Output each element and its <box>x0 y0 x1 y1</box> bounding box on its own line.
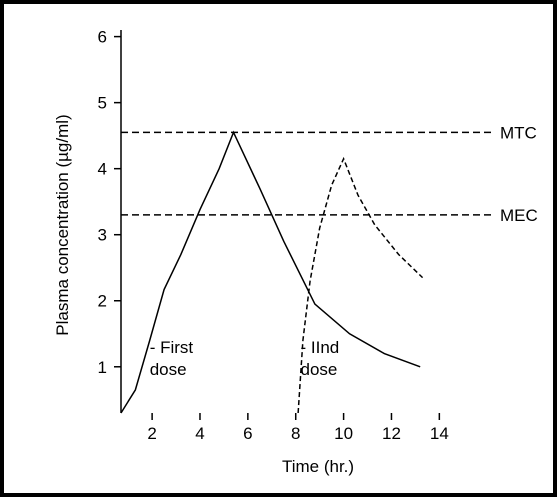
y-tick-label: 3 <box>98 226 107 245</box>
annotation: dose <box>150 360 187 379</box>
y-axis-label: Plasma concentration (µg/ml) <box>53 114 72 335</box>
x-tick-label: 6 <box>243 424 252 443</box>
y-tick-label: 4 <box>98 160 107 179</box>
line <box>297 156 424 414</box>
reference-label: MTC <box>500 123 537 142</box>
x-axis-label: Time (hr.) <box>282 457 354 476</box>
y-tick-label: 1 <box>98 358 107 377</box>
annotation: - IInd <box>301 338 340 357</box>
x-tick-label: 10 <box>334 424 353 443</box>
x-tick-label: 8 <box>291 424 300 443</box>
y-tick-label: 2 <box>98 292 107 311</box>
annotation: - First <box>150 338 194 357</box>
y-tick-label: 6 <box>98 28 107 47</box>
line <box>120 130 421 414</box>
y-tick-label: 5 <box>98 94 107 113</box>
reference-label: MEC <box>500 206 538 225</box>
x-tick-label: 4 <box>195 424 204 443</box>
annotation: dose <box>301 360 338 379</box>
x-tick-label: 14 <box>430 424 449 443</box>
x-tick-label: 12 <box>382 424 401 443</box>
x-tick-label: 2 <box>147 424 156 443</box>
